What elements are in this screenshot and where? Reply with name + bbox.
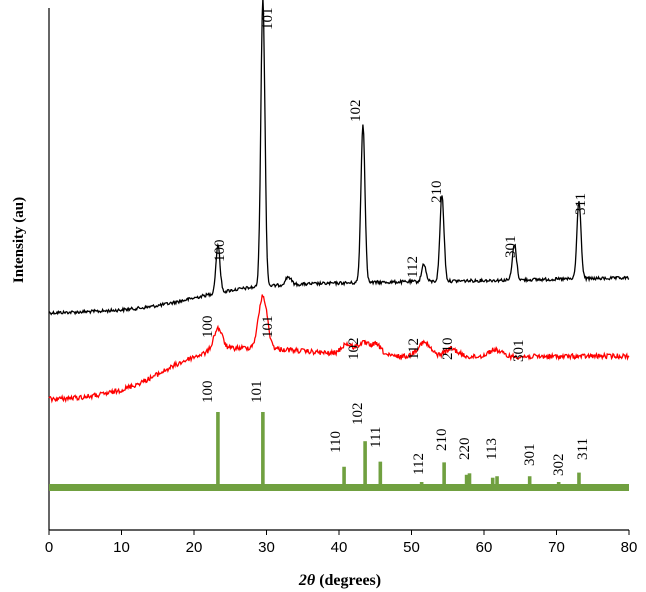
peak-label: 111	[368, 427, 384, 448]
y-axis-title: Intensity (au)	[11, 197, 27, 283]
peak-label: 301	[522, 444, 538, 467]
peak-label: 112	[405, 256, 421, 278]
peak-label: 311	[575, 438, 591, 460]
peak-label: 210	[434, 429, 450, 452]
peak-label: 102	[350, 403, 366, 426]
reference-stick	[216, 412, 220, 485]
reference-stick	[495, 476, 499, 485]
x-tick-label: 60	[476, 539, 493, 556]
reference-stick	[261, 412, 265, 485]
peak-label: 102	[346, 338, 362, 361]
peak-label: 113	[484, 438, 500, 460]
x-tick-label: 10	[113, 539, 130, 556]
reference-stick	[527, 476, 532, 485]
reference-stick	[419, 482, 424, 485]
series-line	[48, 294, 630, 404]
peak-label: 100	[200, 381, 216, 404]
peak-label: 210	[440, 338, 456, 361]
peak-label: 101	[249, 381, 265, 404]
x-tick-label: 0	[45, 539, 53, 556]
peak-label: 302	[551, 454, 567, 477]
peak-label: 301	[511, 340, 527, 363]
x-axis-title: 2θ (degrees)	[298, 572, 381, 589]
reference-stick	[490, 477, 495, 485]
peak-label: 210	[429, 181, 445, 204]
reference-stick	[442, 462, 446, 485]
peak-label: 301	[503, 236, 519, 259]
x-tick-label: 30	[258, 539, 275, 556]
x-tick-label: 40	[331, 539, 348, 556]
plot-area	[48, 0, 630, 491]
peak-label: 100	[212, 240, 228, 263]
peak-label: 220	[457, 438, 473, 461]
reference-baseline	[49, 484, 629, 491]
x-tick-label: 80	[621, 539, 638, 556]
reference-stick	[378, 461, 383, 485]
peak-label: 101	[260, 316, 276, 339]
peak-label: 101	[260, 8, 276, 31]
peak-label: 110	[328, 431, 344, 453]
reference-stick	[556, 482, 561, 485]
reference-stick	[363, 441, 367, 485]
x-axis-title-units: (degrees)	[315, 572, 381, 589]
peak-label: 112	[406, 338, 422, 360]
reference-stick	[342, 466, 346, 485]
x-tick-label: 50	[403, 539, 420, 556]
reference-stick	[464, 474, 469, 485]
peak-label: 112	[411, 453, 427, 475]
peak-labels: 100 101 102 112 210 301 311 100 101 102 112 210 301 1…	[200, 8, 591, 477]
x-axis-title-symbol: 2θ	[298, 572, 316, 589]
series-line	[48, 0, 630, 316]
reference-stick	[467, 473, 472, 485]
reference-stick	[577, 472, 581, 485]
peak-label: 102	[348, 100, 364, 123]
peak-label: 311	[573, 193, 589, 215]
axes: 0 10 20 30 40 50 60 70 80	[45, 8, 638, 556]
x-tick-label: 70	[548, 539, 565, 556]
peak-label: 100	[200, 316, 216, 339]
x-tick-label: 20	[186, 539, 203, 556]
